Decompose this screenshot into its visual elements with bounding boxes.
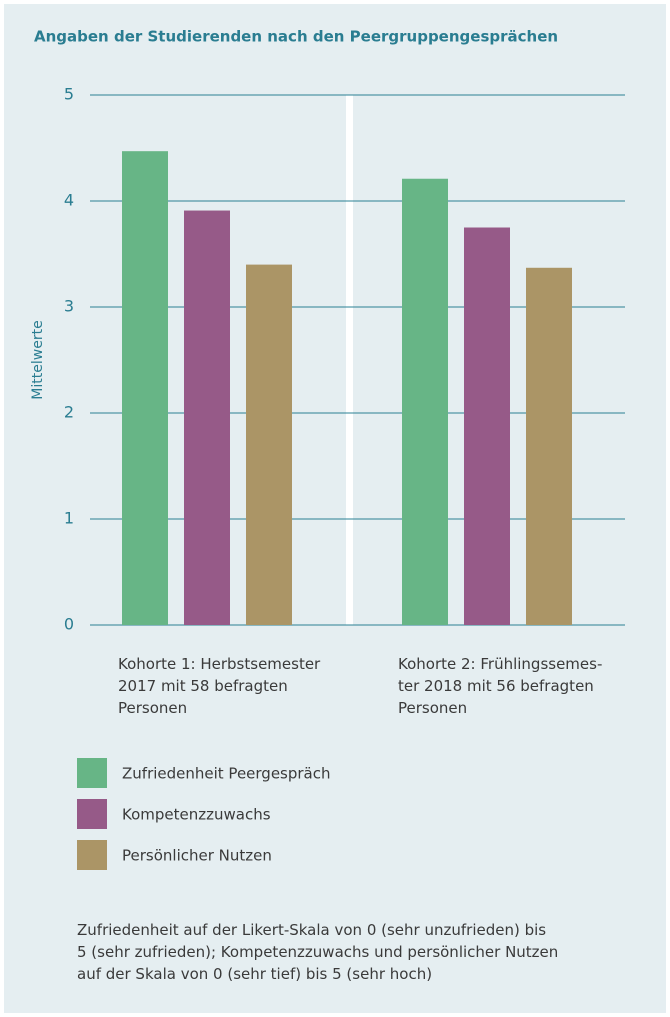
legend-swatch (77, 799, 107, 829)
x-tick-label: Kohorte 1: Herbstsemester 2017 mit 58 be… (118, 655, 321, 717)
bar (184, 210, 230, 626)
y-axis-label: Mittelwerte (30, 320, 46, 399)
legend-swatch (77, 758, 107, 788)
bar (402, 178, 448, 626)
bar (526, 267, 572, 625)
y-tick-label: 4 (64, 191, 74, 210)
y-tick-label: 1 (64, 509, 74, 528)
group-separator (346, 95, 353, 625)
y-tick-label: 0 (64, 615, 74, 634)
legend-label: Kompetenzzuwachs (122, 806, 271, 824)
note: Zufriedenheit auf der Likert-Skala von 0… (77, 921, 559, 983)
bar (464, 227, 510, 625)
chart-title: Angaben der Studierenden nach den Peergr… (34, 28, 558, 46)
legend-swatch (77, 840, 107, 870)
x-tick-label: Kohorte 2: Frühlingssemes- ter 2018 mit … (398, 655, 603, 717)
bar (122, 151, 168, 625)
y-tick-label: 5 (64, 85, 74, 104)
legend-label: Persönlicher Nutzen (122, 847, 272, 865)
y-tick-label: 2 (64, 403, 74, 422)
bar (246, 264, 292, 625)
legend-label: Zufriedenheit Peergespräch (122, 765, 331, 783)
y-tick-label: 3 (64, 297, 74, 316)
